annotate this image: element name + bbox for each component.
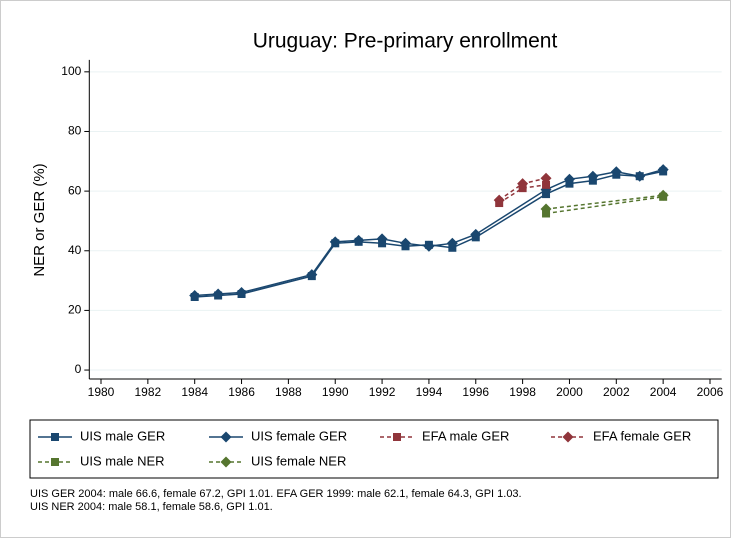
series-line [545,194,664,210]
x-tick-label: 1982 [135,385,162,399]
x-tick-label: 1994 [416,385,443,399]
marker [470,228,482,240]
legend-marker [220,431,232,443]
marker [353,234,365,246]
legend-marker [51,458,59,466]
x-tick-label: 1996 [462,385,489,399]
marker [189,289,201,301]
x-tick-label: 1990 [322,385,349,399]
marker [563,173,575,185]
legend-marker [562,431,574,443]
note: UIS NER 2004: male 58.1, female 58.6, GP… [30,501,273,513]
series-line [545,196,664,215]
y-tick-label: 80 [68,124,82,138]
marker [212,288,224,300]
x-tick-label: 2002 [603,385,630,399]
x-tick-label: 2000 [556,385,583,399]
marker [329,236,341,248]
marker [610,166,622,178]
marker [540,172,552,184]
marker [540,203,552,215]
legend-label: EFA male GER [422,428,509,443]
y-tick-label: 40 [68,243,82,257]
marker [306,269,318,281]
marker [493,194,505,206]
legend-label: UIS male NER [80,453,165,468]
y-tick-label: 100 [61,64,81,78]
marker [446,237,458,249]
marker [634,170,646,182]
x-tick-label: 1986 [228,385,255,399]
legend-marker [393,433,401,441]
series-line [498,184,547,204]
marker [657,164,669,176]
marker [236,287,248,299]
y-tick-label: 20 [68,303,82,317]
x-tick-label: 2006 [697,385,724,399]
marker [400,237,411,249]
x-tick-label: 1998 [509,385,536,399]
marker [517,178,529,190]
x-tick-label: 1988 [275,385,302,399]
legend-label: UIS female NER [251,453,346,468]
y-tick-label: 0 [75,362,82,376]
legend-label: EFA female GER [593,428,691,443]
x-tick-label: 1984 [181,385,208,399]
y-axis-label: NER or GER (%) [31,163,48,276]
legend-label: UIS male GER [80,428,165,443]
note: UIS GER 2004: male 66.6, female 67.2, GP… [30,488,522,500]
legend-marker [51,433,59,441]
marker [587,170,599,182]
x-tick-label: 1980 [88,385,115,399]
legend-label: UIS female GER [251,428,347,443]
marker [657,189,669,201]
legend-marker [220,456,232,468]
marker [542,180,551,189]
x-tick-label: 2004 [650,385,677,399]
marker [376,233,388,245]
chart-title: Uruguay: Pre-primary enrollment [253,30,558,53]
x-tick-label: 1992 [369,385,396,399]
marker [423,240,435,252]
legend-box [29,419,719,479]
y-tick-label: 60 [68,183,82,197]
